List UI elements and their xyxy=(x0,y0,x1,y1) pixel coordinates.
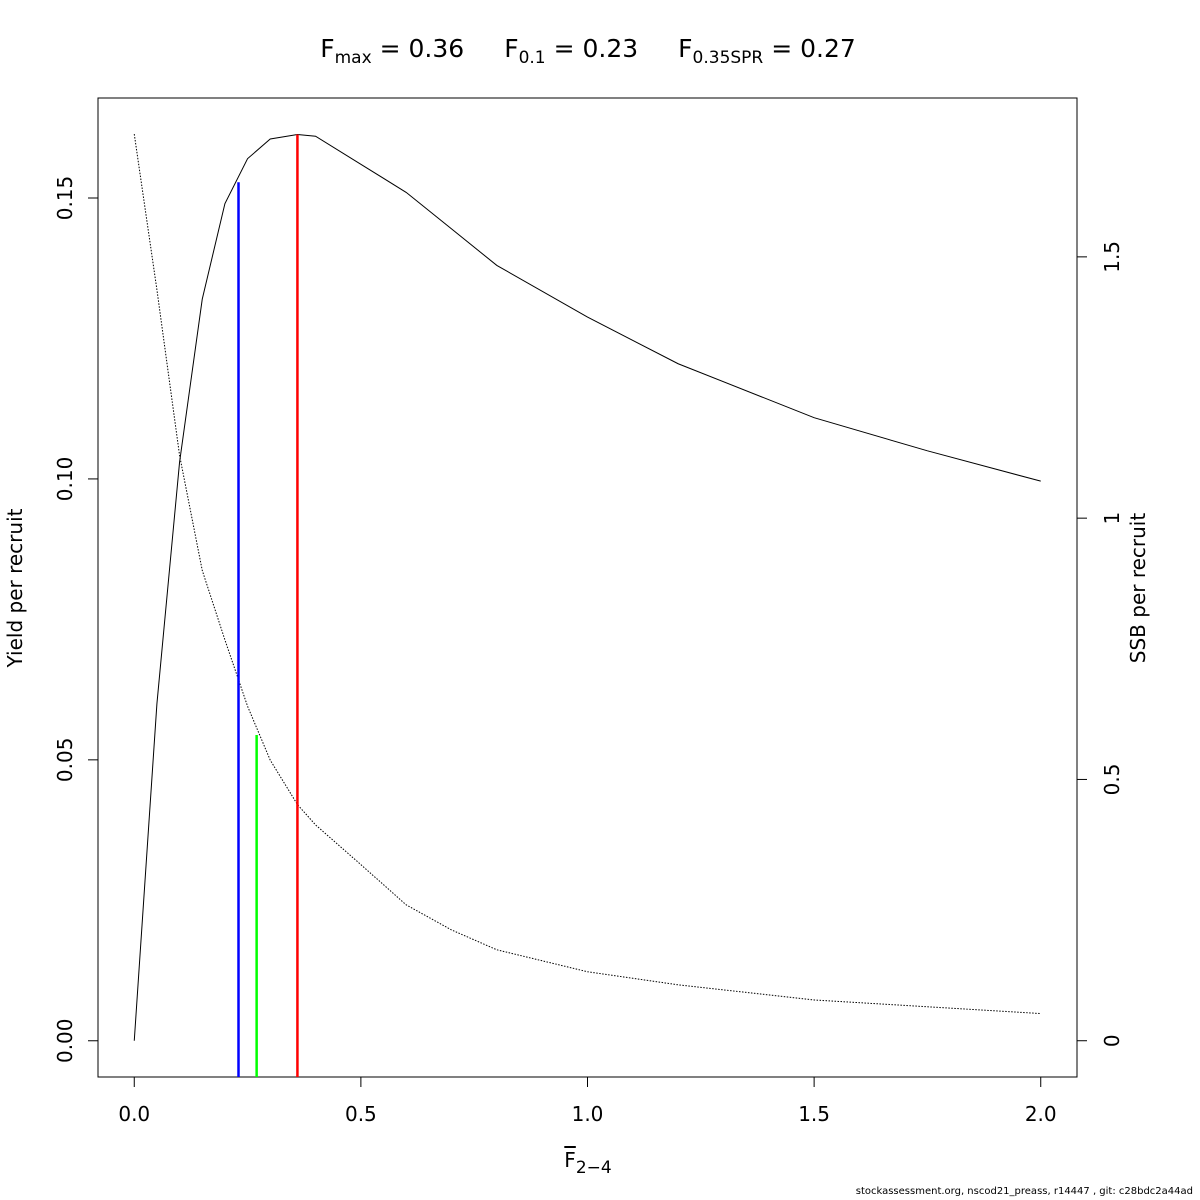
series-line xyxy=(133,134,1041,1041)
x-tick-label: 0.0 xyxy=(118,1102,150,1126)
x-tick-label: 0.5 xyxy=(345,1102,377,1126)
x-tick-label: 1.0 xyxy=(572,1102,604,1126)
y2-tick-label: 1.5 xyxy=(1100,241,1124,273)
y2-tick-label: 0 xyxy=(1100,1034,1124,1047)
title-sub: 0.1 xyxy=(519,48,546,68)
y-tick-label: 0.05 xyxy=(53,738,77,783)
y2-tick-label: 1 xyxy=(1100,512,1124,525)
title-sub: max xyxy=(335,48,372,68)
y-tick-label: 0.15 xyxy=(53,176,77,221)
title-rest: = 0.27 xyxy=(763,34,856,63)
title-main: F xyxy=(320,34,334,63)
title-main: F xyxy=(678,34,692,63)
y2-tick-label: 0.5 xyxy=(1100,764,1124,796)
y-axis-label: Yield per recruit xyxy=(3,508,27,668)
footer: stockassessment.org, nscod21_preass, r14… xyxy=(856,1186,1193,1197)
title-rest: = 0.23 xyxy=(546,34,639,63)
series-line xyxy=(133,133,1041,1015)
y2-axis-label: SSB per recruit xyxy=(1126,513,1150,664)
y-tick-label: 0.00 xyxy=(53,1018,77,1063)
chart-title: Fmax = 0.36 F0.1 = 0.23 F0.35SPR = 0.27 xyxy=(320,34,856,68)
x-tick-label: 2.0 xyxy=(1025,1102,1057,1126)
title-sub: 0.35SPR xyxy=(693,48,764,68)
x-tick-label: 1.5 xyxy=(798,1102,830,1126)
title-main: F xyxy=(504,34,518,63)
x-axis-label: F2−4 xyxy=(564,1148,611,1178)
x-label-sub: 2−4 xyxy=(576,1158,612,1178)
plot-box xyxy=(97,97,1078,1078)
title-rest: = 0.36 xyxy=(372,34,465,63)
y-tick-label: 0.10 xyxy=(53,457,77,502)
x-label-main: F xyxy=(564,1148,576,1172)
